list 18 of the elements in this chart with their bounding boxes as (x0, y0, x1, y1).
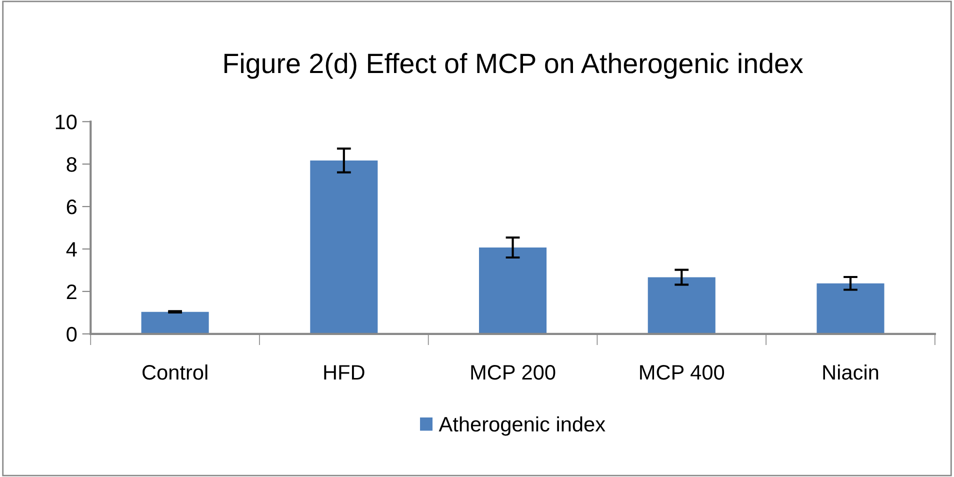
x-tick-label: Control (142, 364, 208, 380)
y-tick-label: 2 (66, 284, 76, 299)
y-tick-label: 0 (66, 326, 77, 342)
x-tick-label: HFD (324, 365, 364, 380)
y-tick-label: 4 (66, 242, 77, 257)
x-tick-label: MCP 400 (640, 365, 724, 380)
bar (816, 283, 884, 334)
bar (141, 312, 209, 334)
legend-label: Atherogenic index (438, 416, 606, 436)
bar (310, 160, 378, 334)
y-tick-label: 8 (66, 157, 77, 172)
x-tick-label: MCP 200 (471, 365, 556, 380)
bar (648, 277, 716, 334)
y-tick-label: 10 (56, 114, 77, 130)
x-tick-label: Niacin (823, 364, 878, 380)
chart-title: Figure 2(d) Effect of MCP on Atherogenic index (224, 52, 804, 79)
y-tick-label: 6 (66, 200, 77, 214)
bar (479, 248, 547, 334)
